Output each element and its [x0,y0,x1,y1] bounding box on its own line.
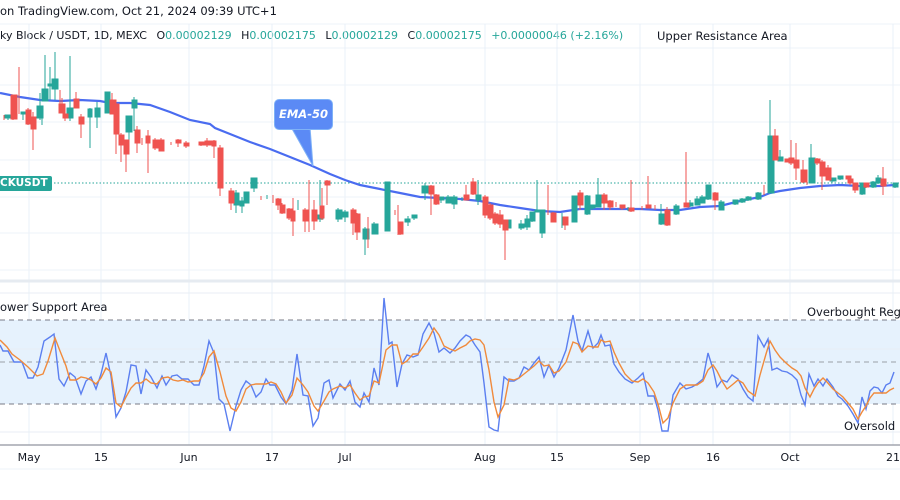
symbol-price-badge: CKUSDT [0,176,52,191]
open-label: O [156,29,166,42]
candles-up [4,52,899,255]
close-label: C [407,29,416,42]
low-label: L [325,29,332,42]
ema-50-callout[interactable]: EMA-50 [274,99,333,130]
oscillator-fast-line [0,297,895,432]
x-tick-label: Oct [780,451,800,464]
candles-down [3,67,887,260]
oversold-label: Oversold R [844,419,900,433]
symbol-title: ky Block / USDT, 1D, MEXC [0,29,147,42]
horizontal-gridlines-price [0,84,900,271]
x-tick-label: 17 [265,451,279,464]
high-value: 0.00002175 [249,29,316,42]
oscillator-slow-line [0,326,895,425]
x-tick-label: May [17,451,41,464]
x-tick-label: Jul [338,451,352,464]
chart-source-line: on TradingView.com, Oct 21, 2024 09:39 U… [0,4,277,18]
x-tick-label: 16 [706,451,720,464]
x-tick-label: Aug [474,451,496,464]
x-tick-label: 21 [886,451,900,464]
x-tick-label: 15 [94,451,108,464]
x-tick-label: Sep [629,451,651,464]
close-value: 0.00002175 [415,29,482,42]
open-value: 0.00002129 [165,29,232,42]
x-tick-label: 15 [550,451,564,464]
x-tick-label: Jun [180,451,198,464]
high-label: H [241,29,250,42]
symbol-ohlc-line: ky Block / USDT, 1D, MEXC O0.00002129 H0… [0,29,623,42]
lower-support-label: ower Support Area [0,300,108,314]
upper-resistance-label: Upper Resistance Area [657,29,788,43]
low-value: 0.00002129 [331,29,399,42]
overbought-label: Overbought Regio [807,305,900,319]
